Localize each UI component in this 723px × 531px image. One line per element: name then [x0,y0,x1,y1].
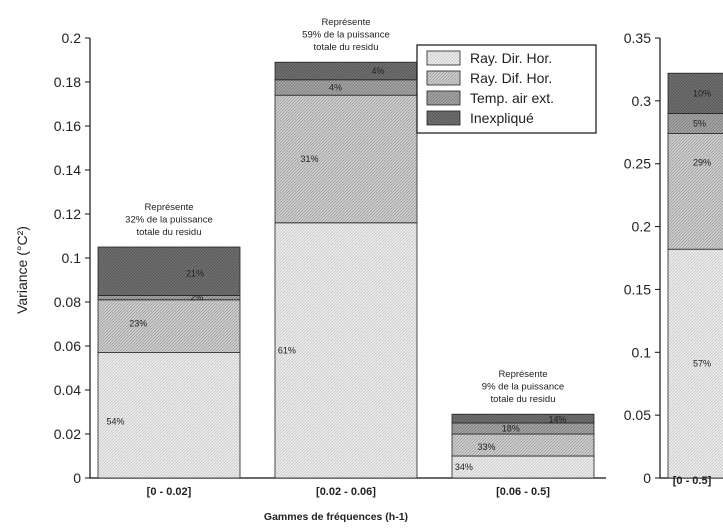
legend-swatch [426,70,461,86]
bar-segment [451,455,595,479]
x-tick-label: [0.02 - 0.06] [316,486,376,498]
x-tick-label: [0 - 0.02] [147,486,192,498]
right-bar-segment [667,248,723,479]
right-x-tick-label: [0 - 0.5] [673,475,712,487]
y-tick-label: 0.1 [62,250,82,266]
y-tick-label: 0.12 [54,206,81,222]
right-y-tick-label: 0.1 [632,344,652,360]
annotation-line: 9% de la puissance [482,382,564,393]
right-segment-label: 10% [693,88,711,98]
segment-label: 34% [455,462,473,472]
segment-label: 61% [278,345,296,355]
y-tick-label: 0.06 [54,338,81,354]
annotation-line: Représente [321,17,370,28]
right-y-tick-label: 0.05 [624,407,651,423]
annotation-line: totale du residu [137,227,202,238]
bar-segment [451,422,595,435]
y-tick-label: 0.18 [54,74,81,90]
bar-segment [274,79,418,96]
bar-segment [97,246,241,296]
segment-label: 4% [329,83,342,93]
legend-swatch [426,50,461,66]
right-y-tick-label: 0.2 [632,219,652,235]
right-y-tick-label: 0.35 [624,30,651,46]
right-y-ticks: 0 0.05 0.1 0.15 0.2 0.25 0.3 0.35 [624,30,660,486]
y-tick-label: 0.02 [54,426,81,442]
annotation-line: Représente [498,369,547,380]
right-bar-segment [667,72,723,114]
bar-segment [274,94,418,224]
y-tick-label: 0.08 [54,294,81,310]
legend-label: Ray. Dir. Hor. [470,50,552,66]
legend: Ray. Dir. Hor. Ray. Dif. Hor. Temp. air ex… [416,44,597,134]
right-y-tick-label: 0 [643,470,651,486]
bar-segment [274,222,418,479]
y-axis-title: Variance (°C²) [14,226,30,314]
y-tick-label: 0.16 [54,118,81,134]
bar-segment [97,352,241,479]
right-y-tick-label: 0.15 [624,281,651,297]
y-tick-label: 0 [73,470,81,486]
annotation-line: totale du residu [314,42,379,53]
segment-label: 54% [107,417,125,427]
legend-label: Inexpliqué [470,110,534,126]
right-segment-label: 5% [693,118,706,128]
x-tick-label: [0.06 - 0.5] [496,486,550,498]
segment-label: 14% [549,414,567,424]
right-segment-label: 57% [693,359,711,369]
right-bar-segment [667,133,723,250]
bar-segment [97,294,241,301]
y-tick-label: 0.2 [62,30,82,46]
segment-label: 18% [502,424,520,434]
bar-segment [451,433,595,457]
y-tick-label: 0.04 [54,382,81,398]
legend-label: Temp. air ext. [470,90,554,106]
right-chart: 0 0.05 0.1 0.15 0.2 0.25 0.3 0.35 57% 29% 5% 10% [… [624,30,723,487]
y-ticks: 0 0.02 0.04 0.06 0.08 0.1 0.12 0.14 0.16 0.18 0.2 [54,30,90,486]
segment-label: 4% [372,66,385,76]
segment-label: 31% [301,154,319,164]
segment-label: 2% [190,293,203,303]
bar-segment [97,299,241,353]
legend-swatch [426,90,461,106]
left-chart: 00.020.040.060.080.10.120.140.160.180.2 … [14,17,606,523]
annotation-line: 32% de la puissance [125,215,213,226]
y-tick-label: 0.14 [54,162,81,178]
legend-swatch [426,110,461,126]
right-segment-label: 29% [693,157,711,167]
bar-segment [451,413,595,424]
right-x-tick-labels: [0 - 0.5] [673,475,712,487]
right-y-tick-label: 0.3 [632,93,652,109]
segment-label: 33% [478,442,496,452]
bar-segment [274,61,418,81]
x-axis-title: Gammes de fréquences (h-1) [264,511,408,523]
x-tick-labels: [0 - 0.02] [0.02 - 0.06] [0.06 - 0.5] [147,486,551,498]
annotation-line: totale du residu [491,394,556,405]
right-bars: 57% 29% 5% 10% [667,72,723,479]
bars: 54% 23% 2% 21% 61% 31% 4% 4% 34% 33% 18% 14% [97,61,595,479]
annotation-line: Représente [144,202,193,213]
legend-label: Ray. Dif. Hor. [470,70,552,86]
annotation-line: 59% de la puissance [302,30,390,41]
right-y-tick-label: 0.25 [624,156,651,172]
segment-label: 23% [129,319,147,329]
segment-label: 21% [186,269,204,279]
